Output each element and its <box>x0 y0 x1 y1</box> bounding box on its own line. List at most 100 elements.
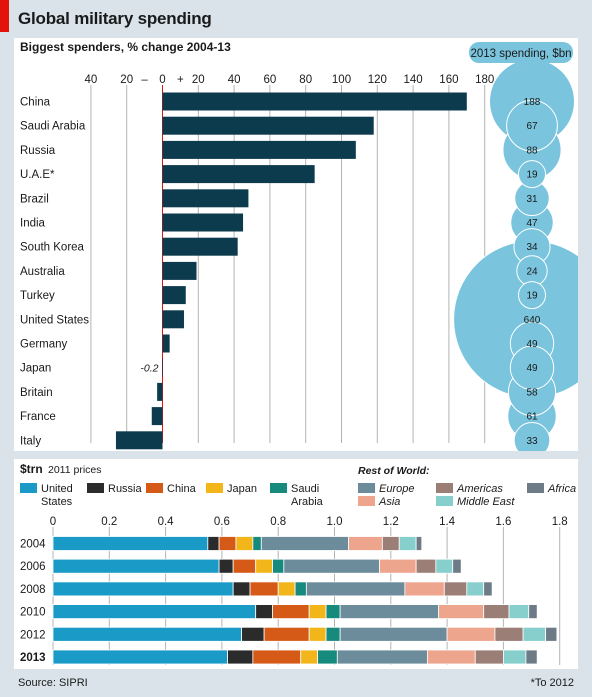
stacked-bar-segment <box>272 558 285 574</box>
x-tick-label: 0.8 <box>270 516 286 528</box>
spending-bubble <box>517 281 547 310</box>
spending-trend-panel: $trn 2011 prices Rest of World: United State… <box>14 459 578 669</box>
bar <box>162 213 244 232</box>
legend-swatch <box>358 496 375 506</box>
stacked-bar-segment <box>52 536 209 551</box>
legend-label: China <box>167 483 197 495</box>
stacked-bar-segment <box>348 536 383 551</box>
legend-swatch <box>436 496 453 506</box>
stacked-bar-segment <box>474 649 504 665</box>
stacked-bar-segment <box>545 626 558 642</box>
stacked-bar-segment <box>283 558 380 574</box>
spending-value-label: 58 <box>526 387 538 398</box>
legend-swatch <box>146 483 163 493</box>
x-tick-label: + <box>177 74 184 86</box>
x-tick-label: 40 <box>228 74 241 86</box>
category-label: Japan <box>20 363 51 375</box>
stacked-bar-segment <box>452 558 462 574</box>
brand-flag <box>0 0 9 32</box>
stacked-bar-segment <box>300 649 319 665</box>
stacked-bar-segment <box>443 581 468 597</box>
x-tick-label: 0.4 <box>158 516 175 528</box>
stacked-bar-segment <box>379 558 417 574</box>
category-label: Russia <box>20 145 56 157</box>
spending-value-label: 19 <box>526 170 538 181</box>
category-label: Saudi Arabia <box>20 121 86 133</box>
stacked-bar-segment <box>508 604 530 620</box>
category-label: 2010 <box>20 607 46 619</box>
chart-subtitle: $trn <box>20 462 43 476</box>
x-tick-label: 0.6 <box>214 516 230 528</box>
stacked-bar-segment <box>317 649 338 665</box>
bar <box>162 286 186 305</box>
stacked-bar-segment <box>483 581 493 597</box>
legend-label: Europe <box>379 483 414 495</box>
legend-swatch <box>436 483 453 493</box>
bar <box>162 237 238 256</box>
spending-trend-chart: $trn 2011 prices Rest of World: UnitedState… <box>20 462 576 665</box>
stacked-bar-segment <box>227 649 254 665</box>
stacked-bar-segment <box>446 626 496 642</box>
legend-swatch <box>358 483 375 493</box>
x-tick-label: 1.0 <box>327 516 343 528</box>
stacked-bar-segment <box>232 581 251 597</box>
stacked-bar-segment <box>325 626 341 642</box>
spending-value-label: 19 <box>526 291 538 302</box>
category-label: 2013 <box>20 652 46 664</box>
page-title: Global military spending <box>18 9 212 28</box>
stacked-bar-segment <box>263 626 310 642</box>
stacked-bar-segment <box>232 558 257 574</box>
spending-value-label: 47 <box>526 218 538 229</box>
category-label: China <box>20 97 51 109</box>
bar <box>162 310 184 329</box>
legend-label: United <box>41 483 73 495</box>
x-tick-label: 1.6 <box>495 516 511 528</box>
category-label: South Korea <box>20 242 85 254</box>
x-tick-label: 160 <box>439 74 458 86</box>
x-tick-label: 40 <box>85 74 98 86</box>
bar <box>162 189 249 208</box>
legend-swatch <box>87 483 104 493</box>
stacked-bar-segment <box>466 581 485 597</box>
spending-value-label: 49 <box>526 339 538 350</box>
stacked-bar-segment <box>483 604 510 620</box>
x-tick-label: 0 <box>50 516 56 528</box>
chart-subtitle: Biggest spenders, % change 2004-13 <box>20 40 231 54</box>
chart-subtitle-note: 2011 prices <box>48 464 102 476</box>
legend-swatch <box>527 483 544 493</box>
category-label: United States <box>20 314 89 326</box>
stacked-bar-segment <box>52 558 220 574</box>
stacked-bar-segment <box>438 604 485 620</box>
stacked-bar-segment <box>52 626 243 642</box>
x-tick-label: 80 <box>299 74 312 86</box>
bar <box>157 382 163 401</box>
bar <box>162 261 197 280</box>
spending-value-label: 640 <box>524 315 541 326</box>
stacked-bar-segment <box>277 581 296 597</box>
spending-value-label: 188 <box>524 97 541 108</box>
stacked-bar-segment <box>404 581 445 597</box>
spending-header-pill <box>469 42 573 63</box>
legend-label: Middle East <box>457 496 515 508</box>
stacked-bar-segment <box>426 649 476 665</box>
stacked-bar-segment <box>218 536 237 551</box>
x-tick-label: 0 <box>159 74 165 86</box>
category-label: 2008 <box>20 584 46 596</box>
legend-label: Africa <box>547 483 576 495</box>
stacked-bar-segment <box>252 649 302 665</box>
stacked-bar-segment <box>308 626 327 642</box>
source-note: Source: SIPRI <box>18 677 88 689</box>
stacked-bar-segment <box>52 581 234 597</box>
category-label: Turkey <box>20 290 55 302</box>
spending-value-label: 67 <box>526 121 538 132</box>
stacked-bar-segment <box>528 604 538 620</box>
x-tick-label: 100 <box>332 74 351 86</box>
legend-label: Japan <box>227 483 257 495</box>
category-label: 2004 <box>20 539 46 551</box>
x-tick-label: 180 <box>475 74 494 86</box>
bar <box>162 165 315 184</box>
stacked-bar-segment <box>435 558 454 574</box>
stacked-bar-segment <box>502 649 527 665</box>
stacked-bar-segment <box>336 649 428 665</box>
stacked-bar-segment <box>339 626 448 642</box>
